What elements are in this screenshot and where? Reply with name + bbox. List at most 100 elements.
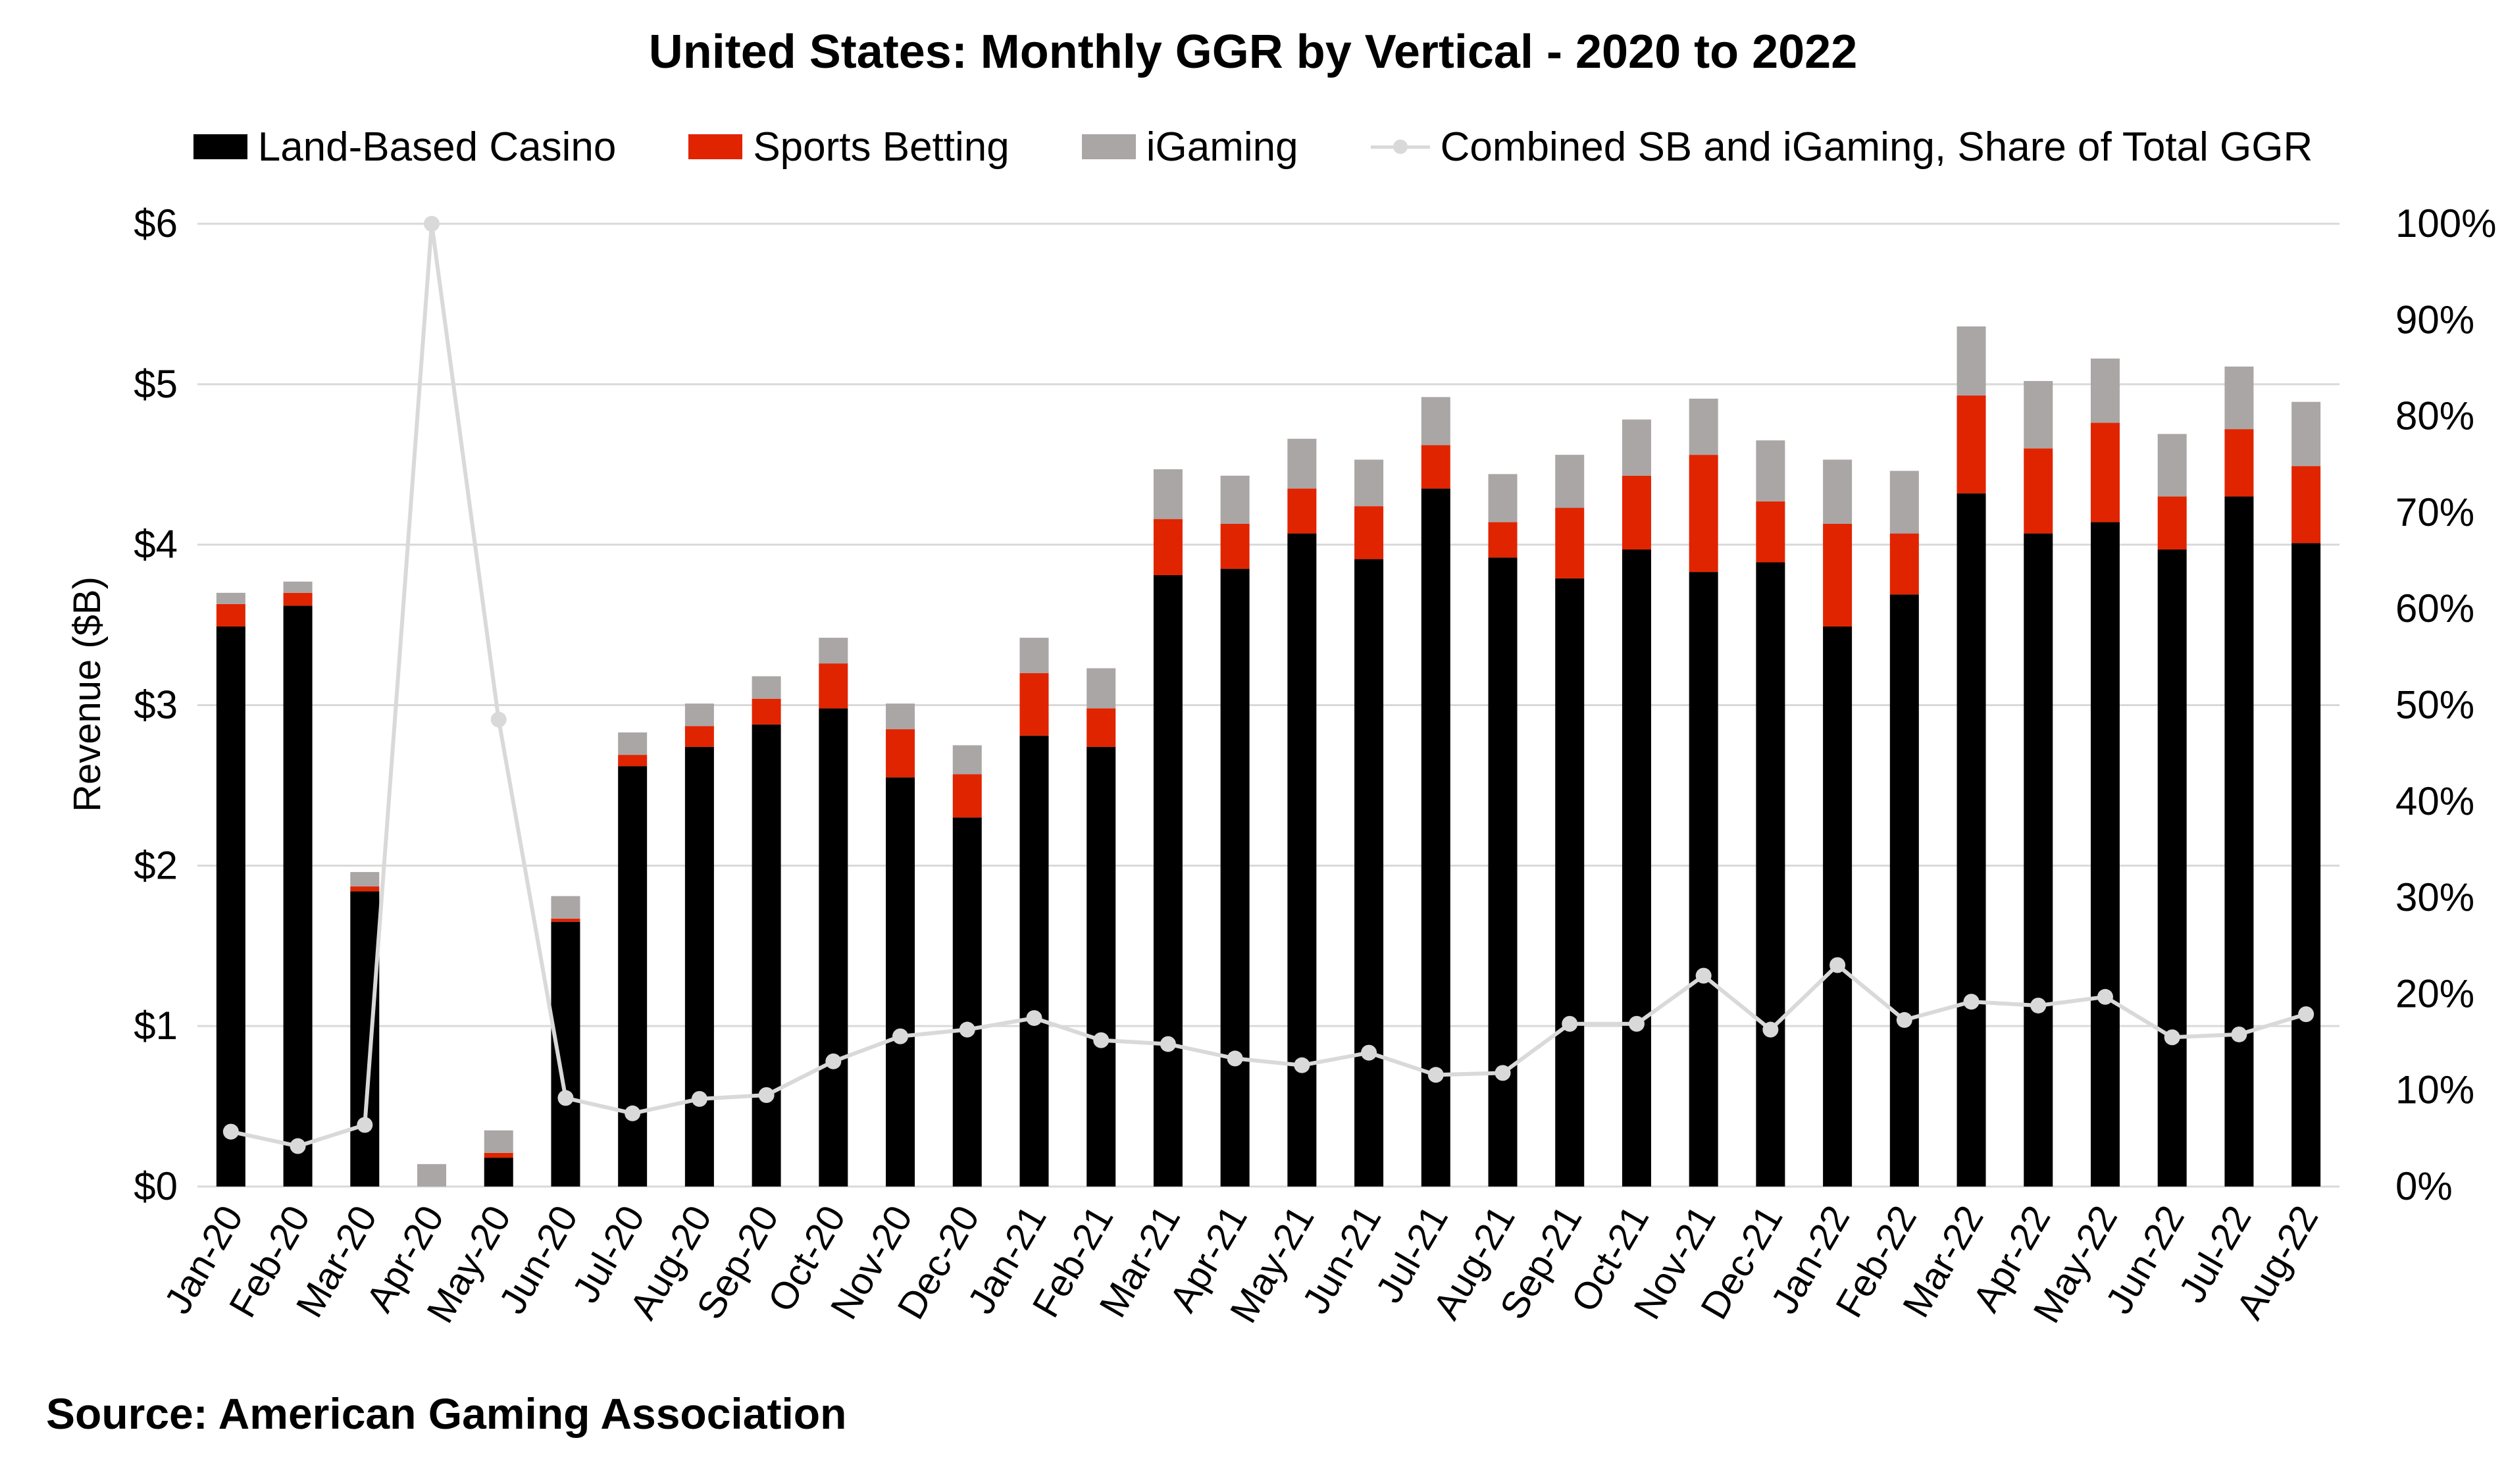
bar-segment-sports-betting	[216, 603, 245, 627]
bar-segment-land-based-casino	[2090, 522, 2120, 1187]
share-point	[1562, 1015, 1578, 1032]
bar-segment-land-based-casino	[1087, 746, 1116, 1187]
bar-segment-land-based-casino	[1220, 569, 1250, 1187]
bar-segment-sports-betting	[350, 886, 380, 892]
bar-segment-igaming	[2024, 380, 2053, 449]
share-point	[1093, 1032, 1110, 1048]
share-point	[2164, 1029, 2180, 1046]
share-line	[222, 216, 2314, 1154]
bar-segment-sports-betting	[2224, 429, 2254, 497]
bar-segment-sports-betting	[1220, 523, 1250, 569]
bar-segment-sports-betting	[2157, 496, 2187, 550]
share-point	[1762, 1021, 1779, 1038]
bar-segment-igaming	[1421, 397, 1450, 446]
bar-segment-land-based-casino	[1889, 594, 1919, 1187]
bar-segment-igaming	[417, 1164, 447, 1187]
bar-segment-igaming	[2090, 358, 2120, 423]
bar-segment-land-based-casino	[2224, 496, 2254, 1187]
bar-segment-sports-betting	[283, 592, 313, 606]
share-point	[825, 1053, 842, 1069]
bar-segment-igaming	[350, 872, 380, 887]
bar-segment-sports-betting	[618, 755, 648, 767]
bar-segment-igaming	[1555, 455, 1585, 508]
bar-segment-land-based-casino	[551, 921, 580, 1187]
bar-segment-sports-betting	[1153, 519, 1183, 575]
bar-segment-land-based-casino	[1019, 735, 1049, 1187]
y2-tick-label: 80%	[2395, 394, 2474, 438]
bar-segment-igaming	[752, 676, 781, 699]
bar-segment-sports-betting	[2090, 422, 2120, 523]
bar-segment-igaming	[952, 745, 982, 775]
bar-segment-sports-betting	[752, 698, 781, 725]
share-point	[2097, 988, 2113, 1005]
bar-segment-igaming	[484, 1130, 513, 1153]
legend-item-land-based-casino: Land-Based Casino	[193, 124, 616, 170]
y2-tick-label: 10%	[2395, 1068, 2474, 1112]
gridlines	[197, 222, 2340, 1188]
legend-swatch-land-based-casino	[193, 134, 247, 159]
bar-segment-igaming	[1287, 438, 1317, 489]
share-point	[290, 1138, 306, 1154]
share-point	[357, 1117, 373, 1133]
share-point	[1427, 1067, 1444, 1083]
bar-segment-sports-betting	[2291, 466, 2321, 544]
share-point	[1227, 1050, 1243, 1067]
bar-segment-sports-betting	[952, 774, 982, 818]
bar-segment-igaming	[1756, 440, 1785, 501]
y-tick-label: $5	[134, 362, 178, 406]
bar-segment-sports-betting	[886, 729, 915, 778]
bar-segment-land-based-casino	[1956, 493, 1986, 1187]
bar-segment-sports-betting	[684, 726, 714, 747]
bar-segment-land-based-casino	[1555, 578, 1585, 1187]
share-point	[2298, 1006, 2314, 1023]
bar-segment-sports-betting	[1689, 455, 1718, 573]
bar-segment-igaming	[1087, 668, 1116, 709]
bar-segment-land-based-casino	[283, 605, 313, 1187]
bar-segment-land-based-casino	[2157, 549, 2187, 1187]
share-point	[2030, 997, 2047, 1013]
bar-segment-sports-betting	[1823, 523, 1853, 627]
y-tick-label: $3	[134, 683, 178, 727]
bar-segment-sports-betting	[1889, 533, 1919, 595]
y2-tick-label: 0%	[2395, 1164, 2453, 1208]
share-point	[1896, 1011, 1912, 1028]
share-point	[892, 1028, 909, 1044]
share-point	[1495, 1065, 1511, 1081]
share-point	[1026, 1010, 1042, 1026]
bar-segment-igaming	[1956, 326, 1986, 396]
legend-item-combined-share: Combined SB and iGaming, Share of Total …	[1370, 124, 2313, 170]
share-point	[424, 216, 440, 232]
bar-segment-igaming	[1823, 459, 1853, 524]
bar-segment-igaming	[1153, 469, 1183, 519]
legend-swatch-sports-betting	[688, 134, 743, 159]
y-tick-label: $6	[134, 201, 178, 245]
bar-segment-land-based-casino	[952, 817, 982, 1187]
bar-segment-sports-betting	[2024, 448, 2053, 534]
legend-label-sports-betting: Sports Betting	[753, 124, 1010, 170]
bar-segment-land-based-casino	[216, 627, 245, 1187]
y2-tick-label: 90%	[2395, 297, 2474, 342]
share-point	[1294, 1057, 1310, 1073]
share-line-path	[230, 223, 2307, 1148]
bar-segment-igaming	[819, 638, 848, 664]
share-point	[625, 1105, 641, 1121]
bar-segment-sports-betting	[1287, 488, 1317, 534]
share-point	[959, 1021, 975, 1038]
bar-segment-igaming	[216, 592, 245, 604]
share-point	[1628, 1015, 1645, 1032]
share-point	[1695, 967, 1712, 984]
bar-segment-sports-betting	[1421, 445, 1450, 489]
share-point	[490, 711, 507, 728]
y2-tick-label: 70%	[2395, 490, 2474, 534]
bar-segment-igaming	[1220, 475, 1250, 524]
bar-segment-land-based-casino	[1689, 572, 1718, 1187]
chart-title: United States: Monthly GGR by Vertical -…	[648, 26, 1858, 78]
legend: Land-Based Casino Sports Betting iGaming…	[0, 117, 2506, 176]
bar-segment-igaming	[1354, 459, 1384, 507]
bar-segment-land-based-casino	[886, 777, 915, 1187]
bar-segment-sports-betting	[484, 1152, 513, 1158]
bar-segment-sports-betting	[1019, 673, 1049, 736]
bar-segment-land-based-casino	[1354, 559, 1384, 1187]
bar-segment-igaming	[2224, 367, 2254, 430]
